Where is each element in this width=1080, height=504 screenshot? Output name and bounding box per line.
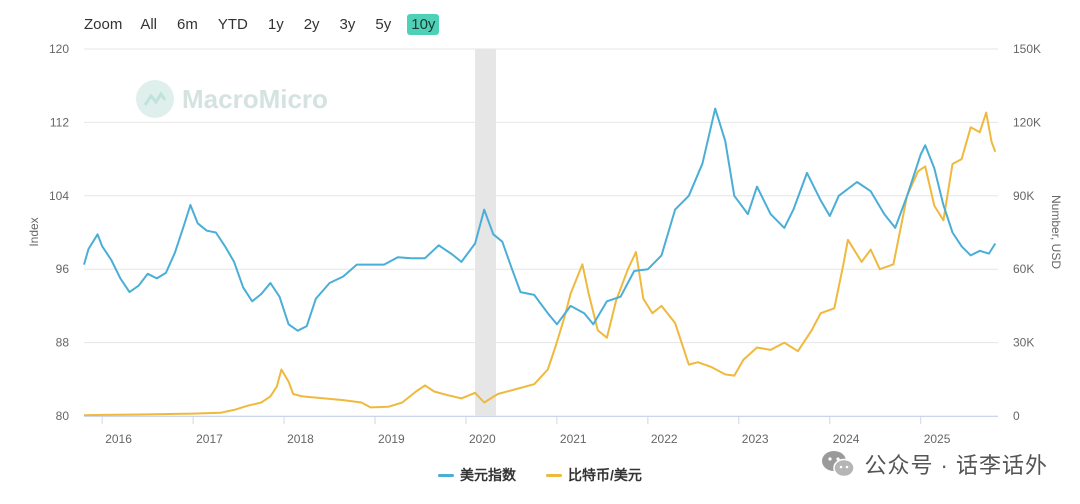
y-right-tick-label: 0 [1013, 409, 1020, 423]
x-tick-label: 2023 [742, 432, 769, 446]
wechat-icon [822, 451, 856, 478]
watermark-text: MacroMicro [182, 83, 328, 114]
legend: 美元指数 比特币/美元 [0, 465, 1080, 485]
y-left-tick-label: 104 [49, 189, 69, 203]
x-tick-label: 2025 [924, 432, 951, 446]
x-tick-label: 2016 [105, 432, 132, 446]
zoom-button-2y[interactable]: 2y [303, 15, 320, 33]
zoom-button-3y[interactable]: 3y [339, 15, 356, 33]
wechat-account-badge: 公众号 · 话李话外 [820, 448, 1048, 480]
x-tick-label: 2021 [560, 432, 587, 446]
y-right-axis-title: Number, USD [1049, 195, 1063, 269]
zoom-label: Zoom [84, 15, 123, 33]
zoom-button-all[interactable]: All [140, 15, 158, 33]
x-tick-label: 2019 [378, 432, 405, 446]
zoom-button-5y[interactable]: 5y [375, 15, 392, 33]
right-axis-ticks: 0 30K 60K 90K 120K 150K [1013, 42, 1041, 423]
left-axis-ticks: 80 88 96 104 112 120 [49, 42, 69, 423]
grid-layer [84, 48, 998, 417]
x-tick-label: 2017 [196, 432, 223, 446]
dxy-series-layer [83, 107, 997, 332]
y-right-tick-label: 30K [1013, 336, 1034, 350]
y-left-tick-label: 112 [50, 115, 69, 129]
y-right-tick-label: 90K [1013, 189, 1034, 203]
x-tick-label: 2022 [651, 432, 678, 446]
zoom-bar: Zoom All 6m YTD 1y 2y 3y 5y 10y [84, 12, 445, 36]
dxy-series-line [83, 107, 997, 332]
legend-label-btc: 比特币/美元 [568, 467, 642, 483]
legend-label-dxy: 美元指数 [460, 467, 517, 483]
y-left-tick-label: 80 [56, 409, 70, 423]
wechat-account-text: 公众号 · 话李话外 [864, 453, 1048, 478]
shaded-region [475, 49, 496, 416]
btc-series-line [83, 111, 997, 417]
y-right-tick-label: 120K [1013, 115, 1041, 129]
zoom-button-10y[interactable]: 10y [407, 13, 440, 35]
watermark: MacroMicro [136, 80, 328, 118]
x-tick-label: 2020 [469, 432, 496, 446]
legend-swatch-dxy [438, 473, 455, 477]
x-tick-label: 2024 [833, 432, 860, 446]
shaded-region-layer [475, 49, 496, 416]
btc-series-layer [83, 111, 997, 417]
zoom-button-6m[interactable]: 6m [177, 15, 198, 33]
y-left-axis-title: Index [27, 217, 41, 246]
zoom-button-1y[interactable]: 1y [267, 15, 284, 33]
y-left-tick-label: 120 [49, 42, 69, 56]
legend-item-btc[interactable]: 比特币/美元 [546, 465, 642, 485]
x-tick-label: 2018 [287, 432, 314, 446]
y-left-tick-label: 88 [56, 336, 70, 350]
legend-item-dxy[interactable]: 美元指数 [438, 465, 516, 485]
x-axis-ticks: 2016 2017 2018 2019 2020 2021 2022 2023 2024 2025 [84, 416, 998, 446]
macromicro-logo-icon [136, 80, 174, 118]
y-right-tick-label: 150K [1013, 42, 1041, 56]
y-right-tick-label: 60K [1013, 262, 1034, 276]
y-left-tick-label: 96 [56, 262, 70, 276]
zoom-button-ytd[interactable]: YTD [217, 15, 248, 33]
legend-swatch-btc [546, 473, 563, 477]
